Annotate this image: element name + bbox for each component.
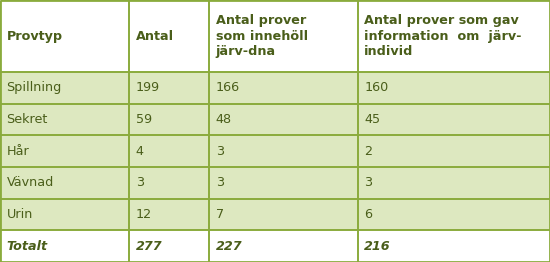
Text: Totalt: Totalt [7,240,48,253]
Bar [0,135,550,167]
Text: 2: 2 [364,145,372,158]
Bar [0,104,550,135]
Text: 3: 3 [364,176,372,189]
Text: 3: 3 [216,176,224,189]
Text: Spillning: Spillning [7,81,62,94]
Bar [0,0,550,72]
Text: 45: 45 [364,113,380,126]
Bar [0,167,550,199]
Text: 216: 216 [364,240,390,253]
Text: Antal: Antal [136,30,174,42]
Text: Provtyp: Provtyp [7,30,63,42]
Text: 48: 48 [216,113,232,126]
Text: 277: 277 [136,240,162,253]
Bar [0,199,550,230]
Text: Antal prover som gav
information  om  järv-
individ: Antal prover som gav information om järv… [364,14,521,58]
Text: 12: 12 [136,208,152,221]
Text: Sekret: Sekret [7,113,48,126]
Text: 160: 160 [364,81,388,94]
Text: Antal prover
som innehöll
järv-dna: Antal prover som innehöll järv-dna [216,14,308,58]
Bar [0,230,550,262]
Text: 3: 3 [136,176,144,189]
Text: 166: 166 [216,81,240,94]
Text: 227: 227 [216,240,242,253]
Text: 59: 59 [136,113,152,126]
Text: 4: 4 [136,145,144,158]
Text: Vävnad: Vävnad [7,176,54,189]
Bar [0,72,550,104]
Text: Hår: Hår [7,145,29,158]
Text: 6: 6 [364,208,372,221]
Text: 3: 3 [216,145,224,158]
Text: 7: 7 [216,208,224,221]
Text: 199: 199 [136,81,160,94]
Text: Urin: Urin [7,208,33,221]
